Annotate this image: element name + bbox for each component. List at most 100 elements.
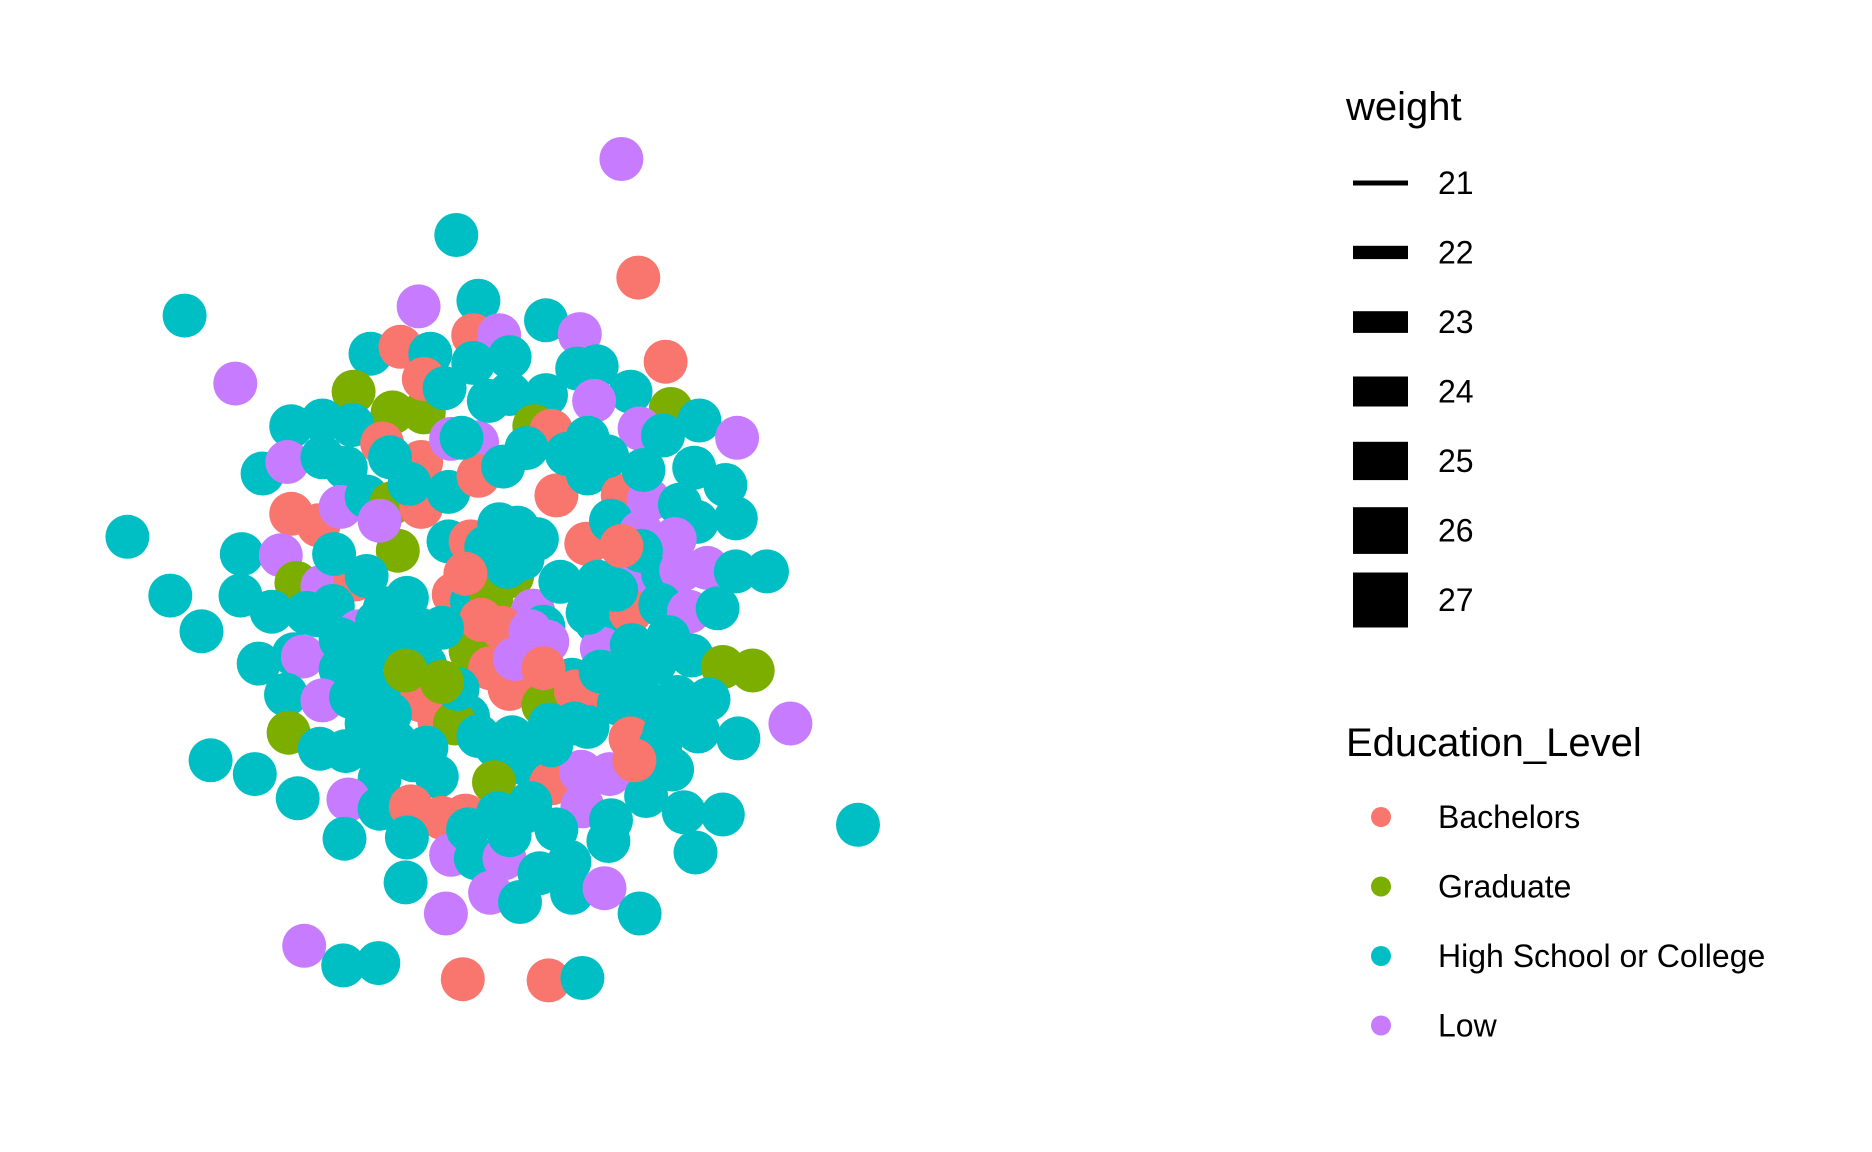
node-point [524, 298, 568, 343]
node-point [617, 891, 662, 936]
legend-weight-label: 25 [1438, 443, 1474, 479]
node-point [404, 725, 449, 770]
node-point [265, 440, 310, 484]
node-point [368, 692, 412, 737]
node-point [715, 415, 760, 460]
node-point [616, 255, 661, 300]
legend-weight-label: 24 [1438, 374, 1474, 410]
legend-weight-label: 22 [1438, 235, 1474, 271]
legend-education-key [1371, 946, 1391, 966]
node-point [456, 278, 501, 323]
node-point [652, 517, 697, 562]
node-point [673, 830, 718, 875]
node-point [677, 398, 722, 443]
node-point [396, 607, 441, 651]
node-point [420, 660, 464, 704]
legend-weight-label: 23 [1438, 304, 1474, 340]
legend-weight-title: weight [1345, 85, 1462, 129]
node-point [232, 752, 277, 797]
legend-weight-key [1353, 507, 1408, 554]
node-point [621, 448, 666, 492]
legend-education-label: High School or College [1438, 938, 1765, 974]
node-point [236, 641, 281, 686]
node-point [295, 593, 340, 638]
node-point [676, 709, 721, 754]
node-point [594, 567, 639, 612]
legend-education-key [1371, 1015, 1391, 1036]
node-point [521, 646, 566, 691]
node-point [716, 716, 761, 761]
node-point [322, 816, 367, 861]
node-point [612, 738, 657, 783]
node-point [312, 532, 357, 577]
node-point [713, 496, 758, 541]
node-point [641, 413, 685, 458]
legend-weight-key [1353, 311, 1408, 333]
node-point [148, 573, 193, 618]
legend-education-entries: Bachelors Graduate High School or College L… [1371, 799, 1765, 1044]
node-point [280, 634, 325, 679]
node-point [219, 532, 264, 577]
node-point [695, 586, 740, 631]
node-point [344, 554, 389, 598]
node-point [466, 378, 511, 423]
node-point [713, 549, 758, 594]
legend-weight-key [1353, 572, 1408, 628]
node-point [440, 957, 485, 1002]
legend-third-title-partial: ... [1346, 1133, 1379, 1152]
legend-weight-key [1353, 180, 1408, 186]
node-point [646, 615, 691, 660]
node-point [582, 866, 627, 911]
node-point [439, 415, 484, 460]
node-point [383, 860, 428, 905]
node-point [423, 891, 468, 936]
node-point [538, 559, 583, 604]
legend-weight-key [1353, 441, 1408, 481]
node-point [355, 600, 399, 645]
node-point [534, 807, 579, 852]
node-point [572, 378, 617, 423]
node-point [544, 431, 589, 476]
node-point [443, 551, 488, 596]
node-point [275, 776, 320, 821]
node-point [490, 715, 535, 760]
node-point [357, 498, 402, 543]
node-point [700, 792, 745, 837]
legend-weight-key [1353, 376, 1408, 407]
node-point [321, 943, 366, 988]
legend-weight-entries: 21 22 23 24 25 26 27 [1353, 165, 1474, 628]
node-point [368, 435, 412, 480]
node-point [703, 463, 748, 507]
node-point [383, 648, 428, 693]
legend-weight-label: 27 [1438, 582, 1474, 618]
node-point [188, 738, 233, 783]
legend-education-title: Education_Level [1346, 721, 1642, 765]
node-point [555, 346, 600, 391]
node-point [534, 473, 579, 518]
node-point [557, 312, 602, 357]
node-point [356, 941, 401, 986]
node-point [585, 434, 630, 479]
legend-education: Education_Level Bachelors Graduate High Sc… [1346, 721, 1765, 1044]
legend-education-label: Graduate [1438, 869, 1571, 905]
node-point [331, 369, 376, 414]
node-point [586, 819, 631, 863]
node-point [768, 701, 813, 746]
legend-education-label: Bachelors [1438, 799, 1580, 835]
node-point [599, 137, 644, 181]
node-point [446, 807, 490, 852]
node-point [643, 339, 688, 384]
node-point [179, 609, 224, 654]
node-point [249, 589, 294, 634]
node-point [451, 340, 496, 385]
node-point [282, 923, 327, 968]
node-point [396, 284, 441, 329]
node-point [550, 870, 594, 915]
legend-education-key [1371, 876, 1391, 897]
legend-weight: weight 21 22 23 24 25 26 27 [1345, 85, 1474, 628]
node-point [504, 426, 549, 471]
node-point [526, 958, 571, 1003]
node-point [434, 213, 479, 257]
node-point [384, 815, 429, 860]
